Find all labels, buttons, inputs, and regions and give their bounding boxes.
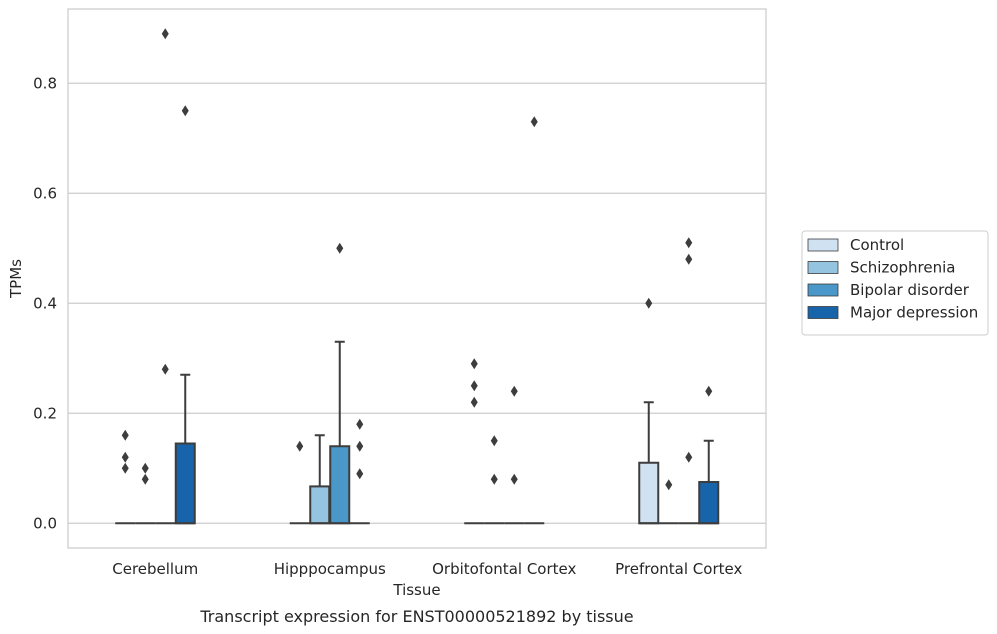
- box: [309, 485, 331, 525]
- outlier-point: [356, 468, 364, 480]
- outlier-point: [705, 385, 713, 397]
- outlier-point: [141, 462, 149, 474]
- boxplots: [115, 28, 720, 525]
- box-1-2: [329, 242, 351, 525]
- box-0-0: [115, 429, 136, 525]
- gridlines: [68, 82, 766, 524]
- box: [174, 442, 196, 525]
- x-tick-label: Hipppocampus: [274, 560, 386, 578]
- box: [329, 445, 351, 525]
- outlier-point: [470, 380, 478, 392]
- y-tick-label: 0.8: [33, 74, 57, 92]
- outlier-point: [356, 418, 364, 430]
- box-3-0: [638, 297, 660, 525]
- outlier-point: [685, 451, 693, 463]
- outlier-point: [121, 462, 129, 474]
- box-1-3: [349, 418, 370, 525]
- box-1-1: [309, 434, 331, 525]
- outlier-point: [161, 28, 169, 40]
- outlier-point: [161, 363, 169, 375]
- outlier-point: [141, 473, 149, 485]
- outlier-point: [121, 451, 129, 463]
- outlier-point: [510, 473, 518, 485]
- legend-label: Control: [850, 236, 904, 254]
- outlier-point: [530, 116, 538, 128]
- outlier-point: [510, 385, 518, 397]
- legend-label: Bipolar disorder: [850, 281, 970, 299]
- plot-area: [67, 8, 767, 549]
- outlier-point: [685, 253, 693, 265]
- box-2-3: [524, 116, 545, 525]
- y-axis-label: TPMs: [7, 259, 25, 299]
- outlier-point: [121, 429, 129, 441]
- box-2-1: [484, 435, 505, 525]
- box: [638, 461, 660, 525]
- outlier-point: [296, 440, 304, 452]
- x-axis-ticks: Cerebellum Hipppocampus Orbitofontal Corte…: [112, 560, 742, 578]
- outlier-point: [685, 237, 693, 249]
- y-tick-label: 0.6: [33, 184, 57, 202]
- y-tick-label: 0.0: [33, 514, 57, 532]
- outlier-point: [470, 358, 478, 370]
- legend-label: Major depression: [850, 304, 978, 322]
- chart-title: Transcript expression for ENST0000052189…: [199, 607, 633, 626]
- x-tick-label: Prefrontal Cortex: [615, 560, 742, 578]
- box-1-0: [289, 440, 310, 525]
- box-2-0: [464, 358, 485, 525]
- x-axis-label: Tissue: [392, 581, 440, 599]
- outlier-point: [470, 396, 478, 408]
- outlier-point: [490, 435, 498, 447]
- legend-frame: [801, 230, 989, 336]
- box-0-1: [135, 462, 156, 525]
- legend-swatch: [807, 261, 839, 274]
- legend-swatch: [807, 306, 839, 319]
- legend: Control Schizophrenia Bipolar disorder Majo…: [801, 230, 989, 336]
- legend-swatch: [807, 283, 839, 297]
- box-3-3: [698, 385, 720, 525]
- outlier-point: [181, 105, 189, 117]
- box-3-2: [678, 237, 699, 525]
- box-0-3: [174, 105, 196, 525]
- outlier-point: [665, 479, 673, 491]
- y-tick-label: 0.2: [33, 404, 57, 422]
- outlier-point: [645, 297, 653, 309]
- box-3-1: [658, 479, 679, 525]
- outlier-point: [490, 473, 498, 485]
- x-tick-label: Orbitofontal Cortex: [432, 560, 576, 578]
- x-tick-label: Cerebellum: [112, 560, 198, 578]
- box: [698, 481, 720, 525]
- legend-swatch: [807, 238, 839, 252]
- outlier-point: [336, 242, 344, 254]
- y-axis-ticks: 0.0 0.2 0.4 0.6 0.8: [33, 74, 57, 532]
- box-0-2: [155, 28, 176, 525]
- y-tick-label: 0.4: [33, 294, 57, 312]
- legend-label: Schizophrenia: [850, 259, 955, 277]
- box-2-2: [504, 385, 525, 525]
- outlier-point: [356, 440, 364, 452]
